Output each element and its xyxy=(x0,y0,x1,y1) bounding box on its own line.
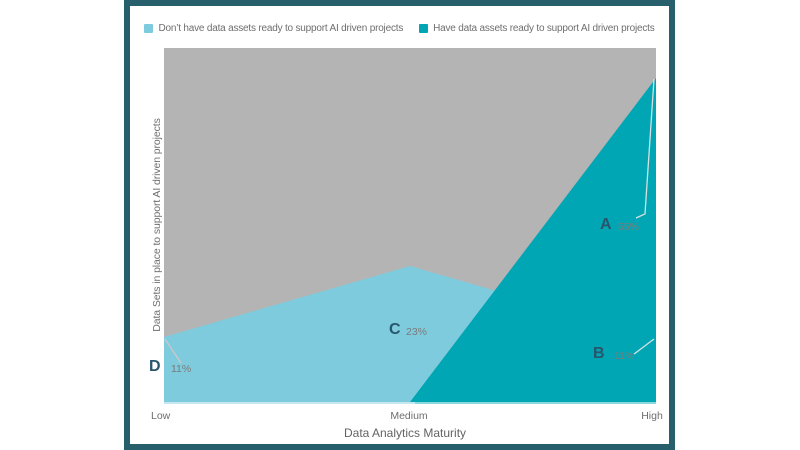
y-axis-title: Data Sets in place to support AI driven … xyxy=(151,118,163,332)
legend: Don’t have data assets ready to support … xyxy=(130,23,669,34)
annotation-b-leader-line xyxy=(633,338,655,355)
legend-label-dont-have: Don’t have data assets ready to support … xyxy=(158,23,404,34)
annotation-b-value: 11% xyxy=(614,350,635,362)
legend-swatch-dont-have-icon xyxy=(144,24,154,33)
annotation-c-letter: C xyxy=(389,321,401,338)
annotation-a-value: 55% xyxy=(618,221,640,233)
chart-card: Don’t have data assets ready to support … xyxy=(124,0,675,450)
annotation-d-letter: D xyxy=(149,358,161,375)
annotation-d-value: 11% xyxy=(171,363,192,375)
area-chart-svg xyxy=(164,78,656,402)
plot-area xyxy=(164,48,656,402)
series-have-area xyxy=(410,78,656,402)
x-tick-medium: Medium xyxy=(390,410,428,422)
x-tick-high: High xyxy=(641,410,663,422)
annotation-a-leader-line xyxy=(635,78,655,219)
legend-item-dont-have: Don’t have data assets ready to support … xyxy=(144,23,403,34)
legend-swatch-have-icon xyxy=(419,24,429,33)
annotation-b-letter: B xyxy=(593,345,605,362)
legend-item-have: Have data assets ready to support AI dri… xyxy=(419,23,655,34)
annotation-d-leader-line xyxy=(164,338,182,364)
legend-label-have: Have data assets ready to support AI dri… xyxy=(433,23,655,34)
annotation-a-letter: A xyxy=(600,216,612,233)
x-axis-line xyxy=(164,402,656,404)
annotation-c-value: 23% xyxy=(406,326,428,338)
x-tick-low: Low xyxy=(151,410,171,422)
x-axis-title: Data Analytics Maturity xyxy=(343,426,467,440)
